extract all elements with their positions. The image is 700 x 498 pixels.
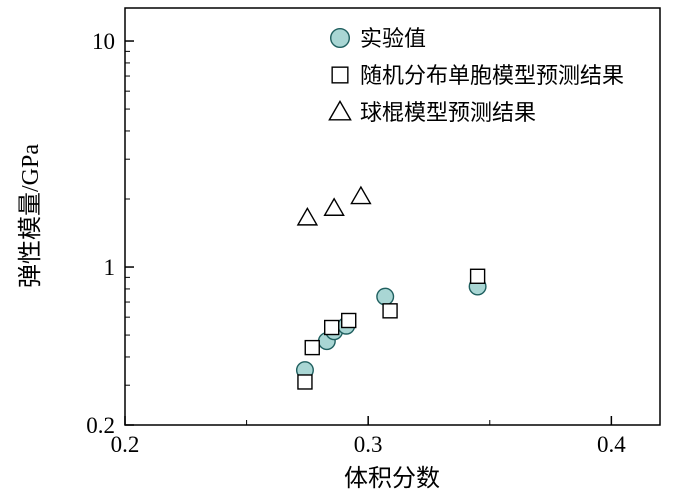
point-series1-5 — [469, 268, 486, 284]
point-series1-3 — [341, 312, 357, 329]
x-axis-title: 体积分数 — [344, 465, 440, 492]
y-tick-label: 10 — [92, 29, 115, 54]
legend-label-2: 球棍模型预测结果 — [360, 100, 536, 125]
legend-marker-1 — [331, 66, 349, 84]
y-tick-label: 1 — [104, 255, 116, 280]
point-series2-1 — [323, 197, 345, 216]
y-axis-title: 弹性模量/GPa — [17, 144, 44, 288]
x-tick-label: 0.3 — [354, 432, 383, 457]
y-tick-label: 0.2 — [86, 413, 115, 438]
legend-marker-0 — [330, 28, 350, 48]
point-series2-0 — [296, 206, 319, 226]
legend-label-1: 随机分布单胞模型预测结果 — [360, 63, 624, 88]
point-series1-2 — [324, 319, 340, 336]
point-series1-1 — [304, 339, 320, 356]
x-tick-label: 0.2 — [111, 432, 140, 457]
point-series2-2 — [350, 185, 372, 205]
x-tick-label: 0.4 — [597, 432, 626, 457]
legend-label-0: 实验值 — [360, 26, 426, 51]
point-series1-0 — [297, 374, 313, 390]
legend-marker-2 — [328, 99, 352, 121]
point-series0-4 — [376, 287, 395, 306]
plot-frame — [124, 7, 661, 426]
point-series1-4 — [382, 303, 398, 319]
